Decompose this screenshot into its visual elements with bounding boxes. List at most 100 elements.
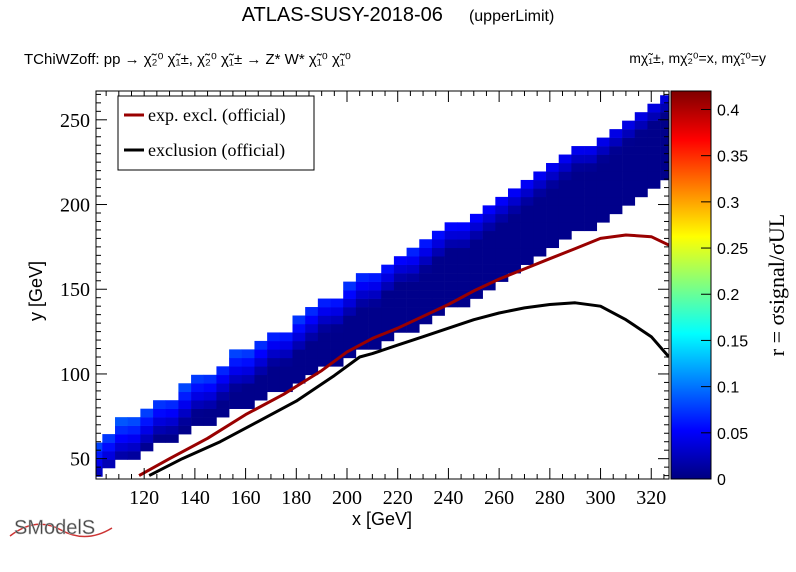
heatmap-cell [457, 273, 471, 282]
heatmap-cell [495, 213, 509, 223]
legend-entry-label: exclusion (official) [148, 140, 285, 161]
heatmap-cell [622, 171, 636, 181]
heatmap-cell [469, 273, 483, 282]
heatmap-cell [444, 273, 458, 282]
heatmap-cell [558, 188, 572, 198]
heatmap-cell [165, 434, 179, 443]
heatmap-cell [431, 256, 445, 265]
heatmap-cell [647, 171, 661, 181]
heatmap-cell [254, 391, 268, 401]
heatmap-cell [191, 417, 205, 426]
heatmap-cell [596, 163, 610, 172]
heatmap-cell [127, 425, 141, 435]
heatmap-cell [520, 230, 534, 240]
heatmap-cell [558, 222, 572, 232]
heatmap-cell [647, 137, 661, 147]
heatmap-cell [546, 213, 560, 223]
heatmap-cell [292, 340, 306, 350]
heatmap-cell [469, 239, 483, 249]
heatmap-cell [267, 383, 281, 393]
heatmap-cell [596, 171, 610, 181]
heatmap-cell [381, 264, 395, 274]
heatmap-cell [393, 273, 407, 282]
heatmap-cell [115, 417, 128, 426]
heatmap-cell [584, 205, 598, 215]
heatmap-cell [508, 239, 521, 249]
heatmap-cell [444, 247, 458, 257]
heatmap-cell [571, 222, 585, 232]
heatmap-cell [381, 298, 395, 308]
heatmap-cell [203, 417, 217, 426]
heatmap-cell [305, 323, 319, 333]
heatmap-cell [533, 222, 547, 232]
logo-text: SModelS [14, 517, 95, 539]
heatmap-cell [431, 290, 445, 299]
heatmap-cell [508, 230, 521, 240]
heatmap-cell [520, 247, 534, 257]
heatmap-cell [96, 467, 103, 477]
heatmap-cell [305, 357, 319, 367]
heatmap-cell [533, 188, 547, 198]
chart-subtitle: (upperLimit) [468, 8, 555, 25]
heatmap-cell [355, 298, 369, 308]
heatmap-cell [622, 179, 636, 189]
colorbar-tick-label: 0 [717, 472, 726, 489]
heatmap-cell [546, 196, 560, 206]
heatmap-cell [482, 264, 496, 274]
heatmap-cell [431, 239, 445, 249]
heatmap-cell [254, 366, 268, 376]
heatmap-cell [102, 442, 116, 452]
heatmap-cell [584, 146, 598, 155]
heatmap-cell [444, 256, 458, 265]
heatmap-cell [533, 230, 547, 240]
heatmap-cell [140, 408, 154, 418]
legend-entry-label: exp. excl. (official) [148, 105, 286, 126]
heatmap-cell [305, 349, 319, 359]
heatmap-cell [406, 298, 420, 308]
heatmap-cell [533, 213, 547, 223]
heatmap-cell [254, 383, 268, 393]
heatmap-cell [457, 222, 471, 232]
heatmap-cell [279, 340, 293, 350]
heatmap-cell [419, 239, 433, 249]
heatmap-cell [216, 383, 230, 393]
heatmap-cell [431, 264, 445, 274]
heatmap-cell [457, 239, 471, 249]
heatmap-cell [571, 196, 585, 206]
heatmap-cell [431, 281, 445, 291]
heatmap-cell [229, 349, 243, 359]
heatmap-cell [584, 171, 598, 181]
heatmap-cell [647, 112, 661, 121]
heatmap-cell [178, 400, 192, 409]
heatmap-cell [533, 196, 547, 206]
heatmap-cell [355, 290, 369, 299]
heatmap-cell [584, 179, 598, 189]
plot-frame [95, 90, 670, 480]
heatmap-cell [279, 366, 293, 376]
heatmap-cell [634, 154, 648, 164]
heatmap-cell [546, 163, 560, 172]
heatmap-cell [267, 349, 281, 359]
heatmap-cell [508, 256, 521, 265]
heatmap-cell [330, 315, 344, 325]
legend-box [117, 95, 315, 171]
heatmap-cell [343, 307, 357, 316]
legend: exp. excl. (official) exclusion (official… [117, 95, 315, 171]
heatmap-cell [660, 163, 669, 172]
heatmap-cell [495, 256, 509, 265]
x-tick-label: 240 [433, 487, 463, 509]
heatmap-cell [419, 281, 433, 291]
heatmap-cell [508, 205, 521, 215]
heatmap-cell [229, 383, 243, 393]
observed-exclusion-line [148, 301, 669, 477]
heatmap-cell [469, 230, 483, 240]
heatmap-cell [647, 120, 661, 130]
heatmap-cell [546, 239, 560, 249]
heatmap-cell [444, 230, 458, 240]
heatmap-cell [533, 247, 547, 257]
heatmap-cell [622, 137, 636, 147]
heatmap-cell [216, 374, 230, 384]
heatmap-cell [482, 256, 496, 265]
heatmap-cell [469, 256, 483, 265]
x-axis-label: x [GeV] [352, 509, 412, 529]
